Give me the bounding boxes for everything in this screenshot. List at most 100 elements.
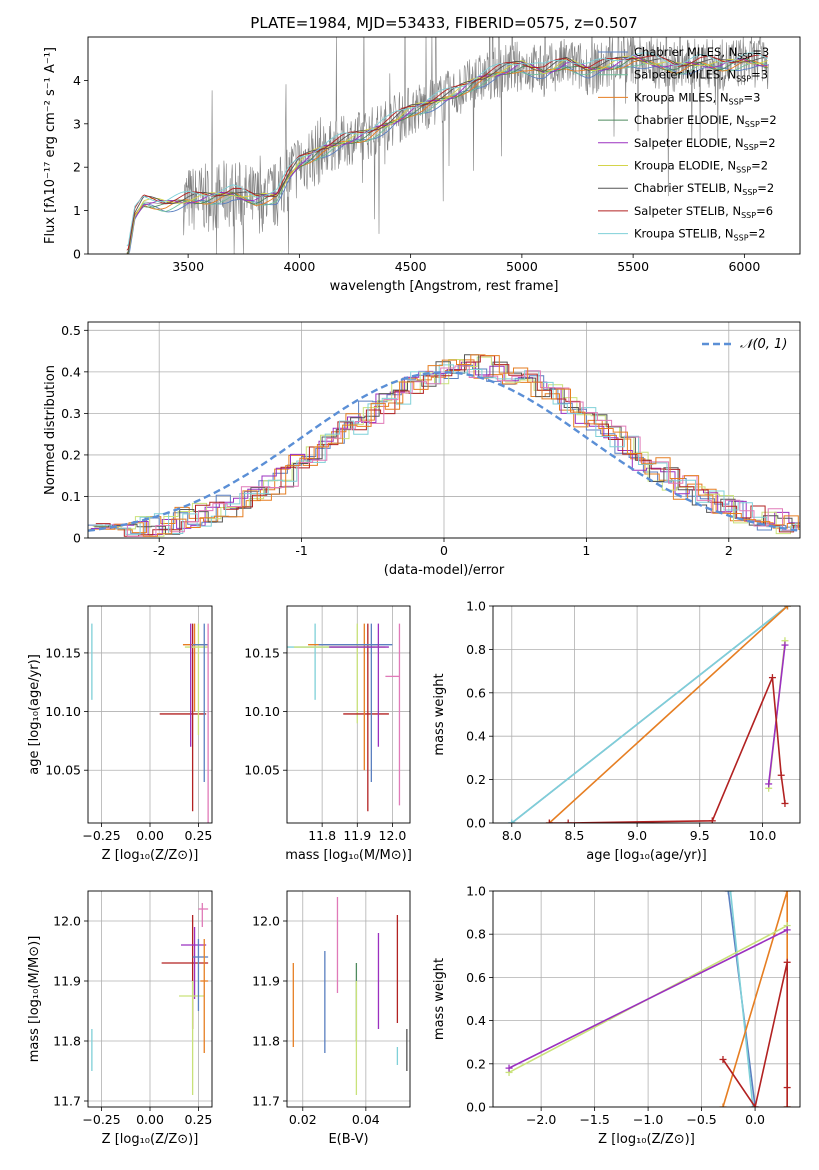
legend-label: Chabrier MILES, NSSP=3 xyxy=(634,45,769,61)
weight-marker xyxy=(783,891,791,895)
legend: Chabrier MILES, NSSP=3 Salpeter MILES, NS… xyxy=(598,45,777,243)
error-bar-point xyxy=(161,915,209,1029)
y-tick-label: 0.8 xyxy=(466,642,486,657)
x-tick-label: 12.0 xyxy=(379,828,407,843)
x-tick-label: 9.0 xyxy=(627,828,647,843)
legend-label: Salpeter ELODIE, NSSP=2 xyxy=(634,136,776,152)
model-line xyxy=(126,64,768,254)
x-tick-label: 6000 xyxy=(728,259,760,274)
axes-frame xyxy=(87,890,213,1108)
axes-frame xyxy=(87,605,213,824)
weight-line xyxy=(767,645,786,784)
y-tick-label: 0.1 xyxy=(61,489,81,504)
y-tick-label: 0.4 xyxy=(466,1013,486,1028)
weight-marker xyxy=(751,1103,759,1107)
x-tick-label: 0.00 xyxy=(136,828,164,843)
y-tick-label: 4 xyxy=(73,73,81,88)
model-line xyxy=(126,52,768,247)
x-tick-label: 0.25 xyxy=(185,828,213,843)
x-axis-label: Z [log₁₀(Z/Z⊙)] xyxy=(598,1132,695,1147)
chart-weight-vs-z: −2.0 −1.5 −1.0 −0.5 0.0 0.0 0.2 0.4 0.6 0.8 1.0 Z [… xyxy=(432,884,801,1147)
legend-label: Salpeter STELIB, NSSP=6 xyxy=(634,204,773,220)
x-axis-label: wavelength [Angstrom, rest frame] xyxy=(330,279,559,294)
axes-frame xyxy=(492,605,801,824)
y-axis-label: Normed distribution xyxy=(43,365,58,495)
residual-histogram xyxy=(99,365,800,537)
y-tick-label: 0.0 xyxy=(466,1100,486,1115)
legend-label: Chabrier STELIB, NSSP=2 xyxy=(634,181,774,197)
error-bar-point xyxy=(198,903,209,927)
x-tick-label: 0.02 xyxy=(289,1112,317,1127)
axes-frame xyxy=(87,36,801,255)
x-tick-label: −0.5 xyxy=(686,1112,716,1127)
chart-mass-vs-z: −0.25 0.00 0.25 11.7 11.8 11.9 12.0 Z [log₁₀(Z/… xyxy=(27,890,213,1147)
residual-histogram xyxy=(97,364,800,535)
y-tick-label: 11.8 xyxy=(53,1034,81,1049)
axes-frame xyxy=(87,321,801,539)
plot-area-age-vs-z xyxy=(91,623,209,823)
x-tick-label: 3500 xyxy=(172,259,204,274)
y-tick-label: 0.6 xyxy=(466,970,486,985)
x-tick-label: 0.25 xyxy=(185,1112,213,1127)
y-tick-label: 10.10 xyxy=(244,704,280,719)
model-line xyxy=(126,56,768,253)
y-axis-label: Flux [fλ10⁻¹⁷ erg cm⁻² s⁻¹ A⁻¹] xyxy=(43,47,58,244)
x-tick-label: -1 xyxy=(295,543,307,558)
weight-marker xyxy=(505,1064,513,1072)
weight-marker xyxy=(783,1103,791,1107)
residual-histogram xyxy=(100,354,800,537)
x-tick-label: −2.0 xyxy=(526,1112,556,1127)
plot-area-spectrum xyxy=(126,37,769,254)
legend: 𝒩(0, 1) xyxy=(702,337,787,352)
legend-label: Kroupa STELIB, NSSP=2 xyxy=(634,227,765,243)
x-tick-label: 0 xyxy=(440,543,448,558)
error-bar-point xyxy=(343,623,389,812)
plot-area-mass-vs-z xyxy=(91,903,209,1095)
error-bar-point xyxy=(159,623,207,812)
y-tick-label: 0.4 xyxy=(466,729,486,744)
x-tick-label: 0.04 xyxy=(352,1112,380,1127)
weight-marker xyxy=(781,799,789,807)
x-tick-label: 5500 xyxy=(617,259,649,274)
x-tick-label: 9.5 xyxy=(690,828,710,843)
weight-marker xyxy=(781,641,789,649)
y-tick-label: 11.7 xyxy=(252,1094,280,1109)
y-axis-label: age [log₁₀(age/yr)] xyxy=(27,654,42,775)
chart-weight-vs-age: 8.0 8.5 9.0 9.5 10.0 0.0 0.2 0.4 0.6 0.8 1.0 age [l… xyxy=(432,599,801,863)
y-tick-label: 1.0 xyxy=(466,599,486,614)
y-tick-label: 0.2 xyxy=(466,772,486,787)
error-bar-point xyxy=(179,981,205,1095)
plot-area-age-vs-mass xyxy=(287,623,401,812)
y-tick-label: 11.9 xyxy=(252,974,280,989)
y-tick-label: 3 xyxy=(73,116,81,131)
error-bar-point xyxy=(200,939,209,1053)
chart-age-vs-mass: 11.8 11.9 12.0 10.05 10.10 10.15 mass [log₁₀(M… xyxy=(244,605,412,863)
y-tick-label: 11.9 xyxy=(53,974,81,989)
weight-line xyxy=(729,891,754,1107)
x-axis-label: mass [log₁₀(M/M⊙)] xyxy=(285,848,412,863)
residual-histogram xyxy=(94,354,800,535)
x-tick-label: 10.0 xyxy=(748,828,776,843)
weight-marker xyxy=(719,1103,727,1107)
weight-marker xyxy=(765,780,773,788)
x-tick-label: 8.5 xyxy=(565,828,585,843)
x-tick-label: 8.0 xyxy=(502,828,522,843)
weight-marker xyxy=(726,891,734,895)
y-tick-label: 10.05 xyxy=(244,763,280,778)
weight-marker xyxy=(783,1084,791,1092)
model-line xyxy=(126,55,768,254)
y-tick-label: 0.8 xyxy=(466,927,486,942)
legend-label: 𝒩(0, 1) xyxy=(740,337,787,352)
y-tick-label: 10.15 xyxy=(45,645,81,660)
y-tick-label: 10.10 xyxy=(45,704,81,719)
plot-area-residuals xyxy=(88,354,800,537)
y-tick-label: 0.3 xyxy=(61,406,81,421)
error-bar-point xyxy=(385,623,401,806)
x-axis-label: age [log₁₀(age/yr)] xyxy=(586,848,707,863)
axes-frame xyxy=(286,605,411,824)
y-tick-label: 0.2 xyxy=(466,1056,486,1071)
weight-marker xyxy=(508,819,516,823)
y-tick-label: 0.2 xyxy=(61,447,81,462)
y-axis-label: mass weight xyxy=(432,673,447,755)
